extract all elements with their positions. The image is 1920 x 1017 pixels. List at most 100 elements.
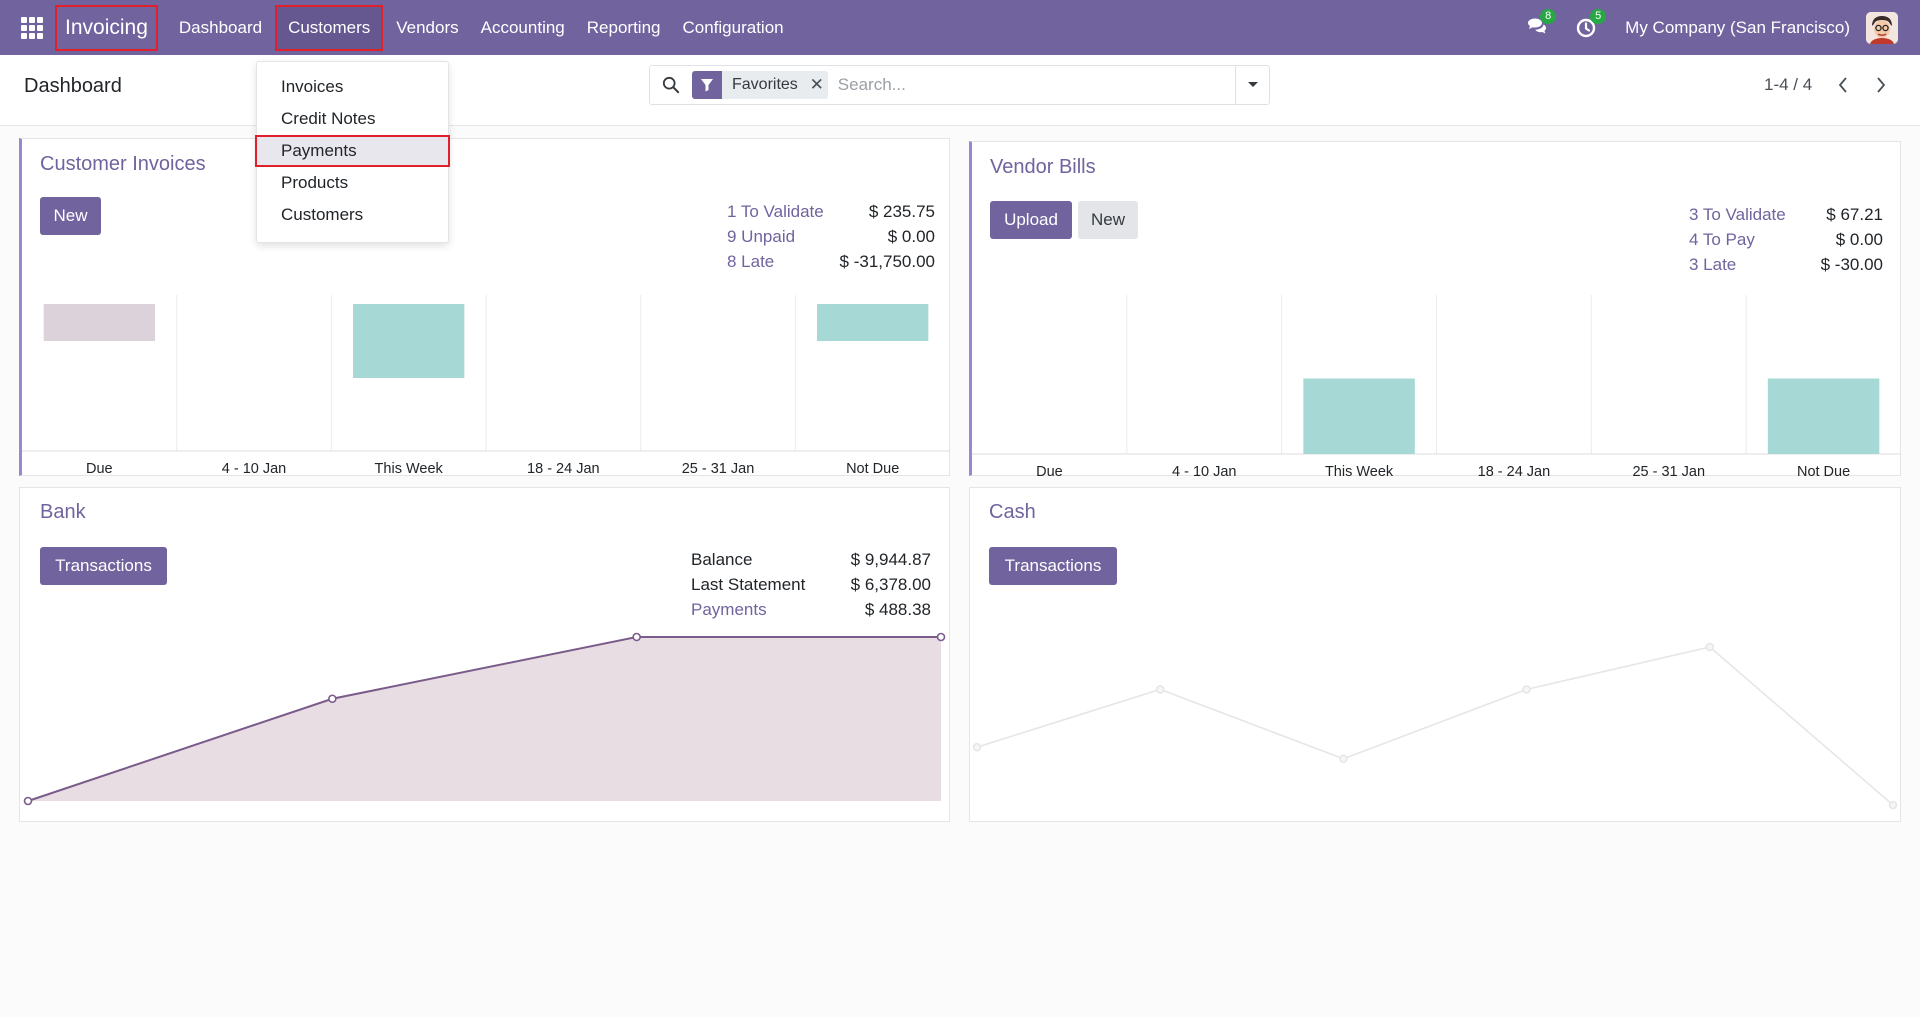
cash-balance-chart[interactable] <box>970 618 1900 818</box>
bar-not-due-future <box>1767 378 1880 454</box>
new-bill-button[interactable]: New <box>1078 201 1138 239</box>
series-line <box>27 636 941 802</box>
bank-transactions-button[interactable]: Transactions <box>40 547 167 585</box>
x-tick-label-due: Due <box>86 461 113 477</box>
data-point-0 <box>23 796 33 806</box>
x-tick-label-4-10-jan: 4 - 10 Jan <box>1172 464 1237 477</box>
search-options-toggle[interactable] <box>1235 66 1269 104</box>
data-point-3 <box>1522 685 1531 694</box>
customer-invoices-bar-chart[interactable]: Due 4 - 10 Jan This Week 18 - 24 Jan 25 - 31… <box>22 295 950 477</box>
search-bar: Favorites ✕ <box>649 65 1270 105</box>
x-tick-label-18-24-jan: 18 - 24 Jan <box>1478 464 1551 477</box>
chevron-right-icon <box>1877 77 1886 93</box>
pager-previous-button[interactable] <box>1831 71 1855 99</box>
bill-stat-late-link[interactable]: 3 Late <box>1689 254 1737 274</box>
stat-late-value: $ -31,750.00 <box>839 251 935 271</box>
vendor-bills-stats: 3 To Validate $ 67.21 4 To Pay $ 0.00 3 La… <box>1689 202 1883 277</box>
dropdown-item-customers[interactable]: Customers <box>281 205 364 224</box>
data-point-4 <box>1705 642 1715 652</box>
bill-stat-to-pay-link[interactable]: 4 To Pay <box>1689 229 1755 249</box>
bill-stat-to-validate-link[interactable]: 3 To Validate <box>1689 204 1786 224</box>
facet-label: Favorites <box>732 76 798 93</box>
bill-stat-to-validate-value: $ 67.21 <box>1826 204 1883 224</box>
favorites-facet: Favorites ✕ <box>692 71 828 99</box>
stat-unpaid-value: $ 0.00 <box>887 226 935 246</box>
vendor-bills-bar-chart[interactable]: Due 4 - 10 Jan This Week 18 - 24 Jan 25 - 31… <box>972 295 1901 477</box>
activities-count-badge: 5 <box>1590 8 1607 24</box>
clock-icon <box>1576 18 1596 37</box>
dropdown-item-credit-notes[interactable]: Credit Notes <box>281 109 376 128</box>
app-brand[interactable]: Invoicing <box>55 4 158 51</box>
bill-stat-to-pay-value: $ 0.00 <box>1835 229 1883 249</box>
dropdown-item-payments[interactable]: Payments <box>255 135 450 167</box>
stat-unpaid-link[interactable]: 9 Unpaid <box>727 226 796 246</box>
customer-invoices-stats: 1 To Validate $ 235.75 9 Unpaid $ 0.00 8 L… <box>727 199 935 274</box>
company-switcher[interactable]: My Company (San Francisco) <box>1625 17 1850 37</box>
cash-card: Cash Transactions <box>969 487 1901 822</box>
data-point-1 <box>328 694 337 704</box>
upload-bill-button[interactable]: Upload <box>990 201 1072 239</box>
bank-balance-value: $ 9,944.87 <box>850 549 931 569</box>
bank-last-statement-value: $ 6,378.00 <box>850 574 931 594</box>
bank-balance-label: Balance <box>691 549 753 569</box>
cash-title[interactable]: Cash <box>989 501 1036 523</box>
messages-count-badge: 8 <box>1540 8 1557 24</box>
area-fill <box>28 637 941 801</box>
bank-payments-link[interactable]: Payments <box>691 599 767 619</box>
stat-late-link[interactable]: 8 Late <box>727 251 775 271</box>
new-invoice-button[interactable]: New <box>40 197 101 235</box>
menu-dashboard[interactable]: Dashboard <box>178 17 263 37</box>
filter-icon <box>692 71 722 99</box>
bank-balance-chart[interactable] <box>20 618 949 818</box>
x-tick-label-due: Due <box>1036 464 1063 477</box>
bank-title[interactable]: Bank <box>40 501 86 523</box>
x-tick-label-this-week: This Week <box>1325 464 1394 477</box>
data-point-1 <box>1155 685 1165 694</box>
data-point-0 <box>972 742 982 752</box>
top-navbar: Invoicing Dashboard Customers Vendors Ac… <box>0 0 1920 55</box>
messages-button[interactable]: 8 <box>1525 8 1557 41</box>
bank-payments-value: $ 488.38 <box>864 599 931 619</box>
menu-configuration[interactable]: Configuration <box>682 17 784 37</box>
search-icon[interactable] <box>662 76 680 94</box>
activities-button[interactable]: 5 <box>1575 8 1607 41</box>
menu-reporting[interactable]: Reporting <box>586 17 661 37</box>
x-tick-label-this-week: This Week <box>375 461 444 477</box>
data-point-5 <box>1888 800 1898 810</box>
bank-card: Bank Transactions Balance $ 9,944.87 Last… <box>19 487 950 822</box>
apps-grid-icon[interactable] <box>21 16 43 39</box>
vendor-bills-title[interactable]: Vendor Bills <box>990 156 1096 178</box>
x-tick-label-not-due: Not Due <box>846 461 899 477</box>
bar-not-due-future <box>816 304 929 341</box>
chevron-left-icon <box>1838 77 1847 93</box>
data-point-2 <box>632 632 641 642</box>
user-avatar[interactable] <box>1866 11 1898 44</box>
customer-invoices-card: Customer Invoices New 1 To Validate $ 235… <box>19 138 950 477</box>
dropdown-item-invoices[interactable]: Invoices <box>281 77 344 96</box>
vendor-bills-card: Vendor Bills Upload New 3 To Validate $ 6… <box>969 141 1901 477</box>
bar-this-week-future <box>352 304 465 378</box>
bank-stats: Balance $ 9,944.87 Last Statement $ 6,378.… <box>691 547 931 622</box>
menu-accounting[interactable]: Accounting <box>480 17 565 37</box>
page-title: Dashboard <box>24 75 122 97</box>
x-tick-label-25-31-jan: 25 - 31 Jan <box>682 461 755 477</box>
stat-to-validate-link[interactable]: 1 To Validate <box>727 201 824 221</box>
bank-last-statement-label: Last Statement <box>691 574 806 594</box>
dropdown-item-products[interactable]: Products <box>281 173 349 192</box>
cash-transactions-button[interactable]: Transactions <box>989 547 1117 585</box>
bill-stat-late-value: $ -30.00 <box>1820 254 1883 274</box>
remove-facet-icon[interactable]: ✕ <box>809 75 824 94</box>
caret-down-icon <box>1247 82 1258 87</box>
user-avatar-image <box>1866 11 1898 44</box>
customers-dropdown-menu: Invoices Credit Notes Payments Products … <box>255 61 450 243</box>
bar-due-past <box>43 304 156 341</box>
pager-value[interactable]: 1-4 / 4 <box>1764 75 1813 94</box>
search-input[interactable] <box>837 67 1235 103</box>
x-tick-label-18-24-jan: 18 - 24 Jan <box>527 461 600 477</box>
series-line <box>976 646 1894 806</box>
data-point-3 <box>936 632 946 642</box>
customer-invoices-title[interactable]: Customer Invoices <box>40 153 206 175</box>
pager-next-button[interactable] <box>1869 71 1893 99</box>
menu-vendors[interactable]: Vendors <box>396 17 459 37</box>
menu-customers[interactable]: Customers <box>275 4 384 51</box>
